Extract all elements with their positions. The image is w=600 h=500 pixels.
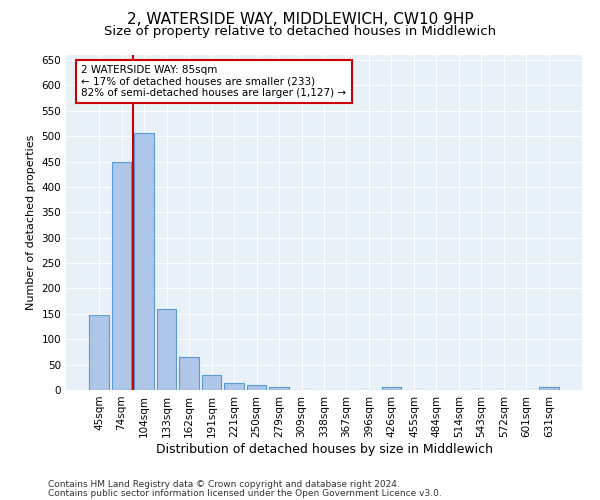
Bar	[224, 384, 244, 390]
Bar	[382, 388, 401, 390]
Bar	[179, 356, 199, 390]
Text: 2 WATERSIDE WAY: 85sqm
← 17% of detached houses are smaller (233)
82% of semi-de: 2 WATERSIDE WAY: 85sqm ← 17% of detached…	[82, 65, 347, 98]
Text: Size of property relative to detached houses in Middlewich: Size of property relative to detached ho…	[104, 25, 496, 38]
X-axis label: Distribution of detached houses by size in Middlewich: Distribution of detached houses by size …	[155, 442, 493, 456]
Text: Contains public sector information licensed under the Open Government Licence v3: Contains public sector information licen…	[48, 488, 442, 498]
Bar	[269, 387, 289, 390]
Y-axis label: Number of detached properties: Number of detached properties	[26, 135, 36, 310]
Bar	[112, 162, 131, 390]
Bar	[539, 388, 559, 390]
Bar	[247, 386, 266, 390]
Bar	[134, 132, 154, 390]
Text: Contains HM Land Registry data © Crown copyright and database right 2024.: Contains HM Land Registry data © Crown c…	[48, 480, 400, 489]
Text: 2, WATERSIDE WAY, MIDDLEWICH, CW10 9HP: 2, WATERSIDE WAY, MIDDLEWICH, CW10 9HP	[127, 12, 473, 28]
Bar	[157, 309, 176, 390]
Bar	[202, 375, 221, 390]
Bar	[89, 316, 109, 390]
